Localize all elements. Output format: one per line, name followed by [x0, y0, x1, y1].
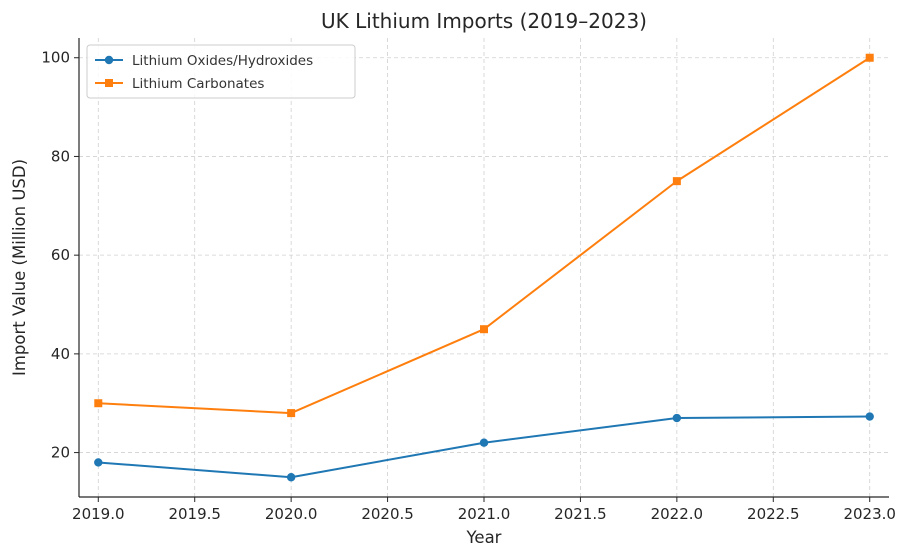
series-layer: [94, 53, 874, 482]
x-tick-label: 2019.0: [72, 505, 125, 523]
grid: [79, 38, 889, 497]
data-point-circle: [286, 473, 296, 482]
data-point-circle: [672, 413, 682, 423]
x-tick-label: 2022.0: [651, 505, 704, 523]
legend: Lithium Oxides/Hydroxides Lithium Carbona…: [86, 44, 356, 99]
y-tick-label: 40: [51, 345, 70, 363]
data-point-circle: [479, 438, 489, 447]
legend-marker-circle: [104, 55, 114, 65]
data-point-square: [865, 53, 874, 62]
legend-label: Lithium Carbonates: [132, 76, 264, 92]
series-1: [94, 53, 874, 418]
y-tick-label: 20: [51, 444, 70, 462]
data-point-circle: [865, 412, 874, 421]
x-tick-label: 2023.0: [843, 505, 896, 523]
legend-box: [86, 44, 356, 99]
data-point-square: [287, 409, 296, 418]
y-tick-label: 80: [51, 147, 70, 165]
y-tick-label: 60: [51, 246, 70, 264]
data-point-square: [480, 325, 488, 334]
y-axis-title: Import Value (Million USD): [10, 159, 29, 376]
legend-item: Lithium Carbonates: [95, 76, 264, 92]
legend-label: Lithium Oxides/Hydroxides: [132, 53, 313, 69]
x-tick-label: 2021.5: [554, 505, 607, 523]
legend-marker-square: [105, 79, 113, 87]
plot-frame: [79, 38, 889, 497]
series-0: [94, 412, 874, 482]
x-tick-label: 2019.5: [168, 505, 221, 523]
x-tick-label: 2022.5: [747, 505, 800, 523]
y-axis-ticks: 20 40 60 80 100: [41, 49, 79, 462]
x-axis-title: Year: [466, 528, 502, 547]
y-tick-label: 100: [41, 49, 70, 67]
x-tick-label: 2021.0: [458, 505, 511, 523]
legend-item: Lithium Oxides/Hydroxides: [95, 53, 313, 69]
x-axis-ticks: 2019.0 2019.5 2020.0 2020.5 2021.0 2021.5 2022…: [72, 497, 896, 523]
data-point-circle: [94, 458, 103, 467]
data-point-square: [672, 177, 681, 186]
data-point-square: [94, 399, 103, 408]
x-tick-label: 2020.0: [265, 505, 318, 523]
chart-title: UK Lithium Imports (2019–2023): [321, 9, 647, 33]
x-tick-label: 2020.5: [361, 505, 414, 523]
